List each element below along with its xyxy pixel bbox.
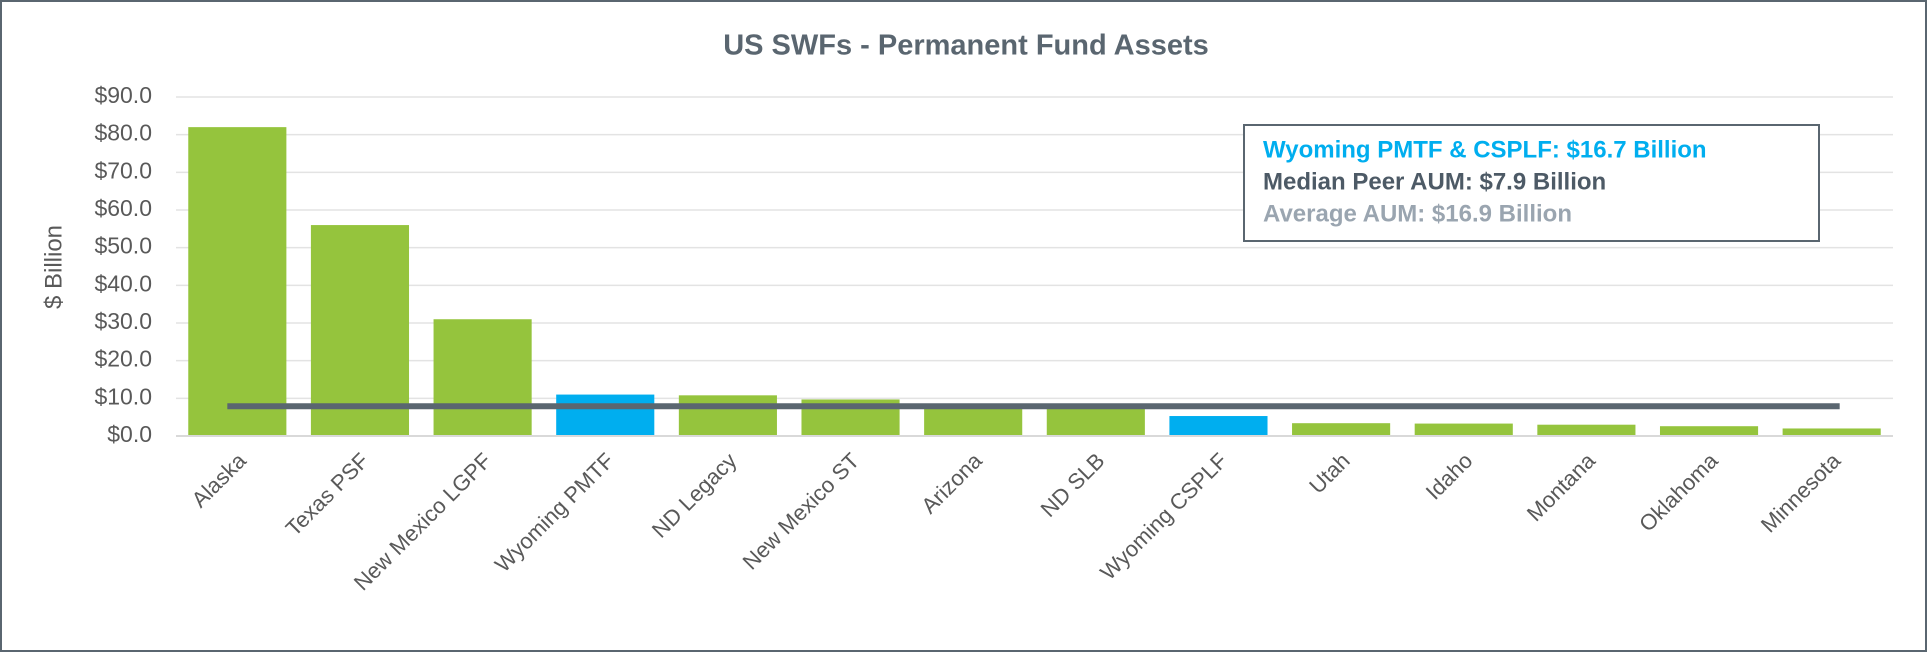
y-tick-label: $10.0: [94, 383, 152, 409]
y-tick-label: $80.0: [94, 120, 152, 146]
bar: [1537, 424, 1636, 436]
y-tick-label: $40.0: [94, 270, 152, 296]
annotation: Median Peer AUM: $7.9 Billion: [1263, 168, 1606, 195]
bar: [678, 395, 777, 436]
bar: [556, 394, 655, 436]
y-tick-label: $30.0: [94, 308, 152, 334]
bar: [924, 405, 1023, 436]
y-tick-label: $90.0: [94, 82, 152, 108]
chart-title: US SWFs - Permanent Fund Assets: [723, 30, 1209, 62]
bar: [1659, 426, 1759, 436]
annotation-box: [1243, 124, 1820, 242]
y-tick-label: $60.0: [94, 195, 152, 221]
bar: [433, 319, 532, 436]
y-axis-label: $ Billion: [40, 225, 67, 309]
bar: [1414, 423, 1513, 436]
bar: [1292, 423, 1391, 436]
annotation: Average AUM: $16.9 Billion: [1263, 200, 1572, 227]
bar: [310, 225, 410, 436]
annotation: Wyoming PMTF & CSPLF: $16.7 Billion: [1263, 136, 1707, 163]
bar: [1169, 416, 1268, 436]
bar: [1046, 407, 1145, 436]
y-tick-label: $50.0: [94, 233, 152, 259]
y-tick-label: $20.0: [94, 346, 152, 372]
y-tick-label: $0.0: [107, 421, 152, 447]
bar: [188, 127, 287, 436]
y-tick-label: $70.0: [94, 157, 152, 183]
bar: [1782, 428, 1881, 436]
